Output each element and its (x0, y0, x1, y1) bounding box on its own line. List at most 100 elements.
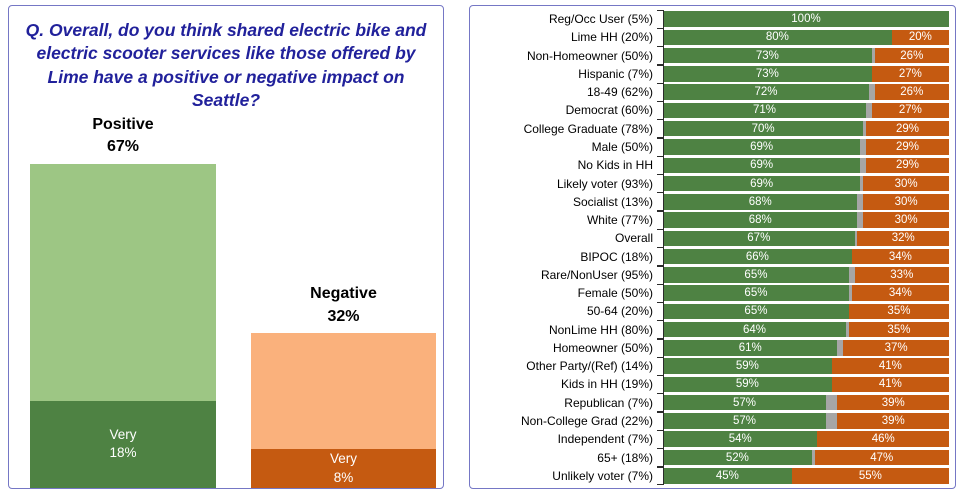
bar-track: 61% 37% (663, 340, 949, 356)
bar-track: 69% 30% (663, 175, 949, 192)
negative-segment: 46% (817, 431, 949, 447)
positive-segment: 73% (663, 66, 872, 82)
positive-segment: 61% (663, 340, 838, 356)
category-label: 50-64 (20%) (586, 304, 653, 319)
bar-track: 67% 32% (663, 230, 949, 247)
negative-segment: 55% (791, 468, 949, 484)
bar-row: Independent (7%) 54% 46% (470, 430, 949, 448)
bar-track: 45% 55% (663, 468, 949, 484)
bar-row: Republican (7%) 57% 39% (470, 394, 949, 412)
negative-segment: 47% (814, 449, 949, 466)
axis-tick (657, 192, 663, 194)
positive-segment: 54% (663, 431, 818, 447)
neutral-segment (848, 285, 852, 301)
bar-row: Likely voter (93%) 69% 30% (470, 174, 949, 192)
bar-row: Overall 67% 32% (470, 229, 949, 247)
positive-segment: 73% (663, 47, 872, 64)
axis-tick (657, 466, 663, 468)
very-segment: Very 18% (30, 400, 216, 488)
bar-track: 64% 35% (663, 321, 949, 338)
category-label: Female (50%) (577, 286, 653, 301)
positive-segment: 65% (663, 303, 849, 320)
negative-segment: 33% (854, 267, 949, 283)
bar-row: Non-Homeowner (50%) 73% 26% (470, 47, 949, 65)
negative-segment: 37% (843, 340, 949, 356)
negative-segment: 29% (866, 139, 949, 155)
category-label: College Graduate (78%) (523, 121, 653, 136)
negative-segment: 34% (851, 248, 949, 265)
bar-row: No Kids in HH 69% 29% (470, 156, 949, 174)
negative-segment: 30% (863, 212, 949, 228)
bar-track: 71% 27% (663, 102, 949, 119)
axis-tick (657, 393, 663, 395)
neutral-segment (826, 394, 838, 411)
axis-tick (657, 447, 663, 450)
bar-row: Hispanic (7%) 73% 27% (470, 65, 949, 83)
positive-segment: 57% (663, 413, 827, 429)
bar-track: 80% 20% (663, 29, 949, 46)
category-name: Negative (310, 285, 377, 303)
category-axis (663, 10, 665, 485)
positive-segment: 80% (663, 29, 892, 46)
axis-tick (657, 173, 663, 176)
bar-row: White (77%) 68% 30% (470, 211, 949, 229)
bar-row: 50-64 (20%) 65% 35% (470, 302, 949, 320)
category-label: Non-Homeowner (50%) (526, 48, 653, 63)
category-label: Male (50%) (591, 139, 653, 154)
negative-segment: 34% (851, 285, 949, 301)
somewhat-segment (251, 333, 436, 450)
bar-track: 73% 27% (663, 66, 949, 82)
bar-row: Lime HH (20%) 80% 20% (470, 28, 949, 46)
question-title: Q. Overall, do you think shared electric… (25, 20, 427, 110)
total-value: 67% (106, 138, 140, 156)
axis-tick (657, 247, 663, 249)
bar-row: College Graduate (78%) 70% 29% (470, 120, 949, 138)
category-label: Rare/NonUser (95%) (540, 267, 653, 282)
positive-segment: 72% (663, 84, 869, 100)
neutral-segment (863, 120, 867, 137)
bar-track: 57% 39% (663, 413, 949, 429)
neutral-segment (860, 139, 867, 155)
positive-segment: 70% (663, 120, 864, 137)
neutral-segment (857, 212, 864, 228)
bar-track: 69% 29% (663, 139, 949, 155)
neutral-segment (860, 175, 864, 192)
bar-row: NonLime HH (80%) 64% 35% (470, 321, 949, 339)
neutral-segment (826, 413, 838, 429)
negative-segment: 29% (866, 157, 949, 173)
very-value: 18% (109, 445, 137, 461)
category-label: Lime HH (20%) (570, 30, 653, 45)
neutral-segment (860, 157, 867, 173)
bar-row: Reg/Occ User (5%) 100% (470, 10, 949, 28)
negative-segment: 26% (874, 47, 949, 64)
bar-track: 65% 33% (663, 267, 949, 283)
negative-segment: 26% (874, 84, 949, 100)
axis-tick (657, 210, 663, 212)
neutral-segment (846, 321, 849, 338)
positive-segment: 59% (663, 376, 832, 393)
bar-track: 54% 46% (663, 431, 949, 447)
axis-tick (657, 64, 663, 66)
axis-tick (657, 155, 663, 157)
bar-row: 65+ (18%) 52% 47% (470, 448, 949, 466)
axis-tick (657, 137, 663, 139)
positive-segment: 65% (663, 285, 849, 301)
category-label: Democrat (60%) (565, 103, 653, 118)
bar-row: Socialist (13%) 68% 30% (470, 193, 949, 211)
bar-row: Non-College Grad (22%) 57% 39% (470, 412, 949, 430)
axis-tick (657, 374, 663, 377)
segment-bar-chart: Reg/Occ User (5%) 100% Lime HH (20%) 80% 20%… (470, 10, 949, 485)
bar-track: 100% (663, 11, 949, 27)
neutral-segment (871, 47, 875, 64)
negative-segment: 20% (891, 29, 949, 46)
bar-track: 73% 26% (663, 47, 949, 64)
bar-track: 72% 26% (663, 84, 949, 100)
axis-tick (657, 100, 663, 103)
category-label: Overall (614, 231, 653, 246)
category-label: Hispanic (7%) (578, 66, 653, 81)
summary-bar-negative: Negative 32% Very 8% (251, 285, 436, 488)
bar-row: 18-49 (62%) 72% 26% (470, 83, 949, 101)
category-label: Republican (7%) (564, 395, 653, 410)
bar-row: Kids in HH (19%) 59% 41% (470, 375, 949, 393)
category-label: White (77%) (586, 213, 653, 228)
